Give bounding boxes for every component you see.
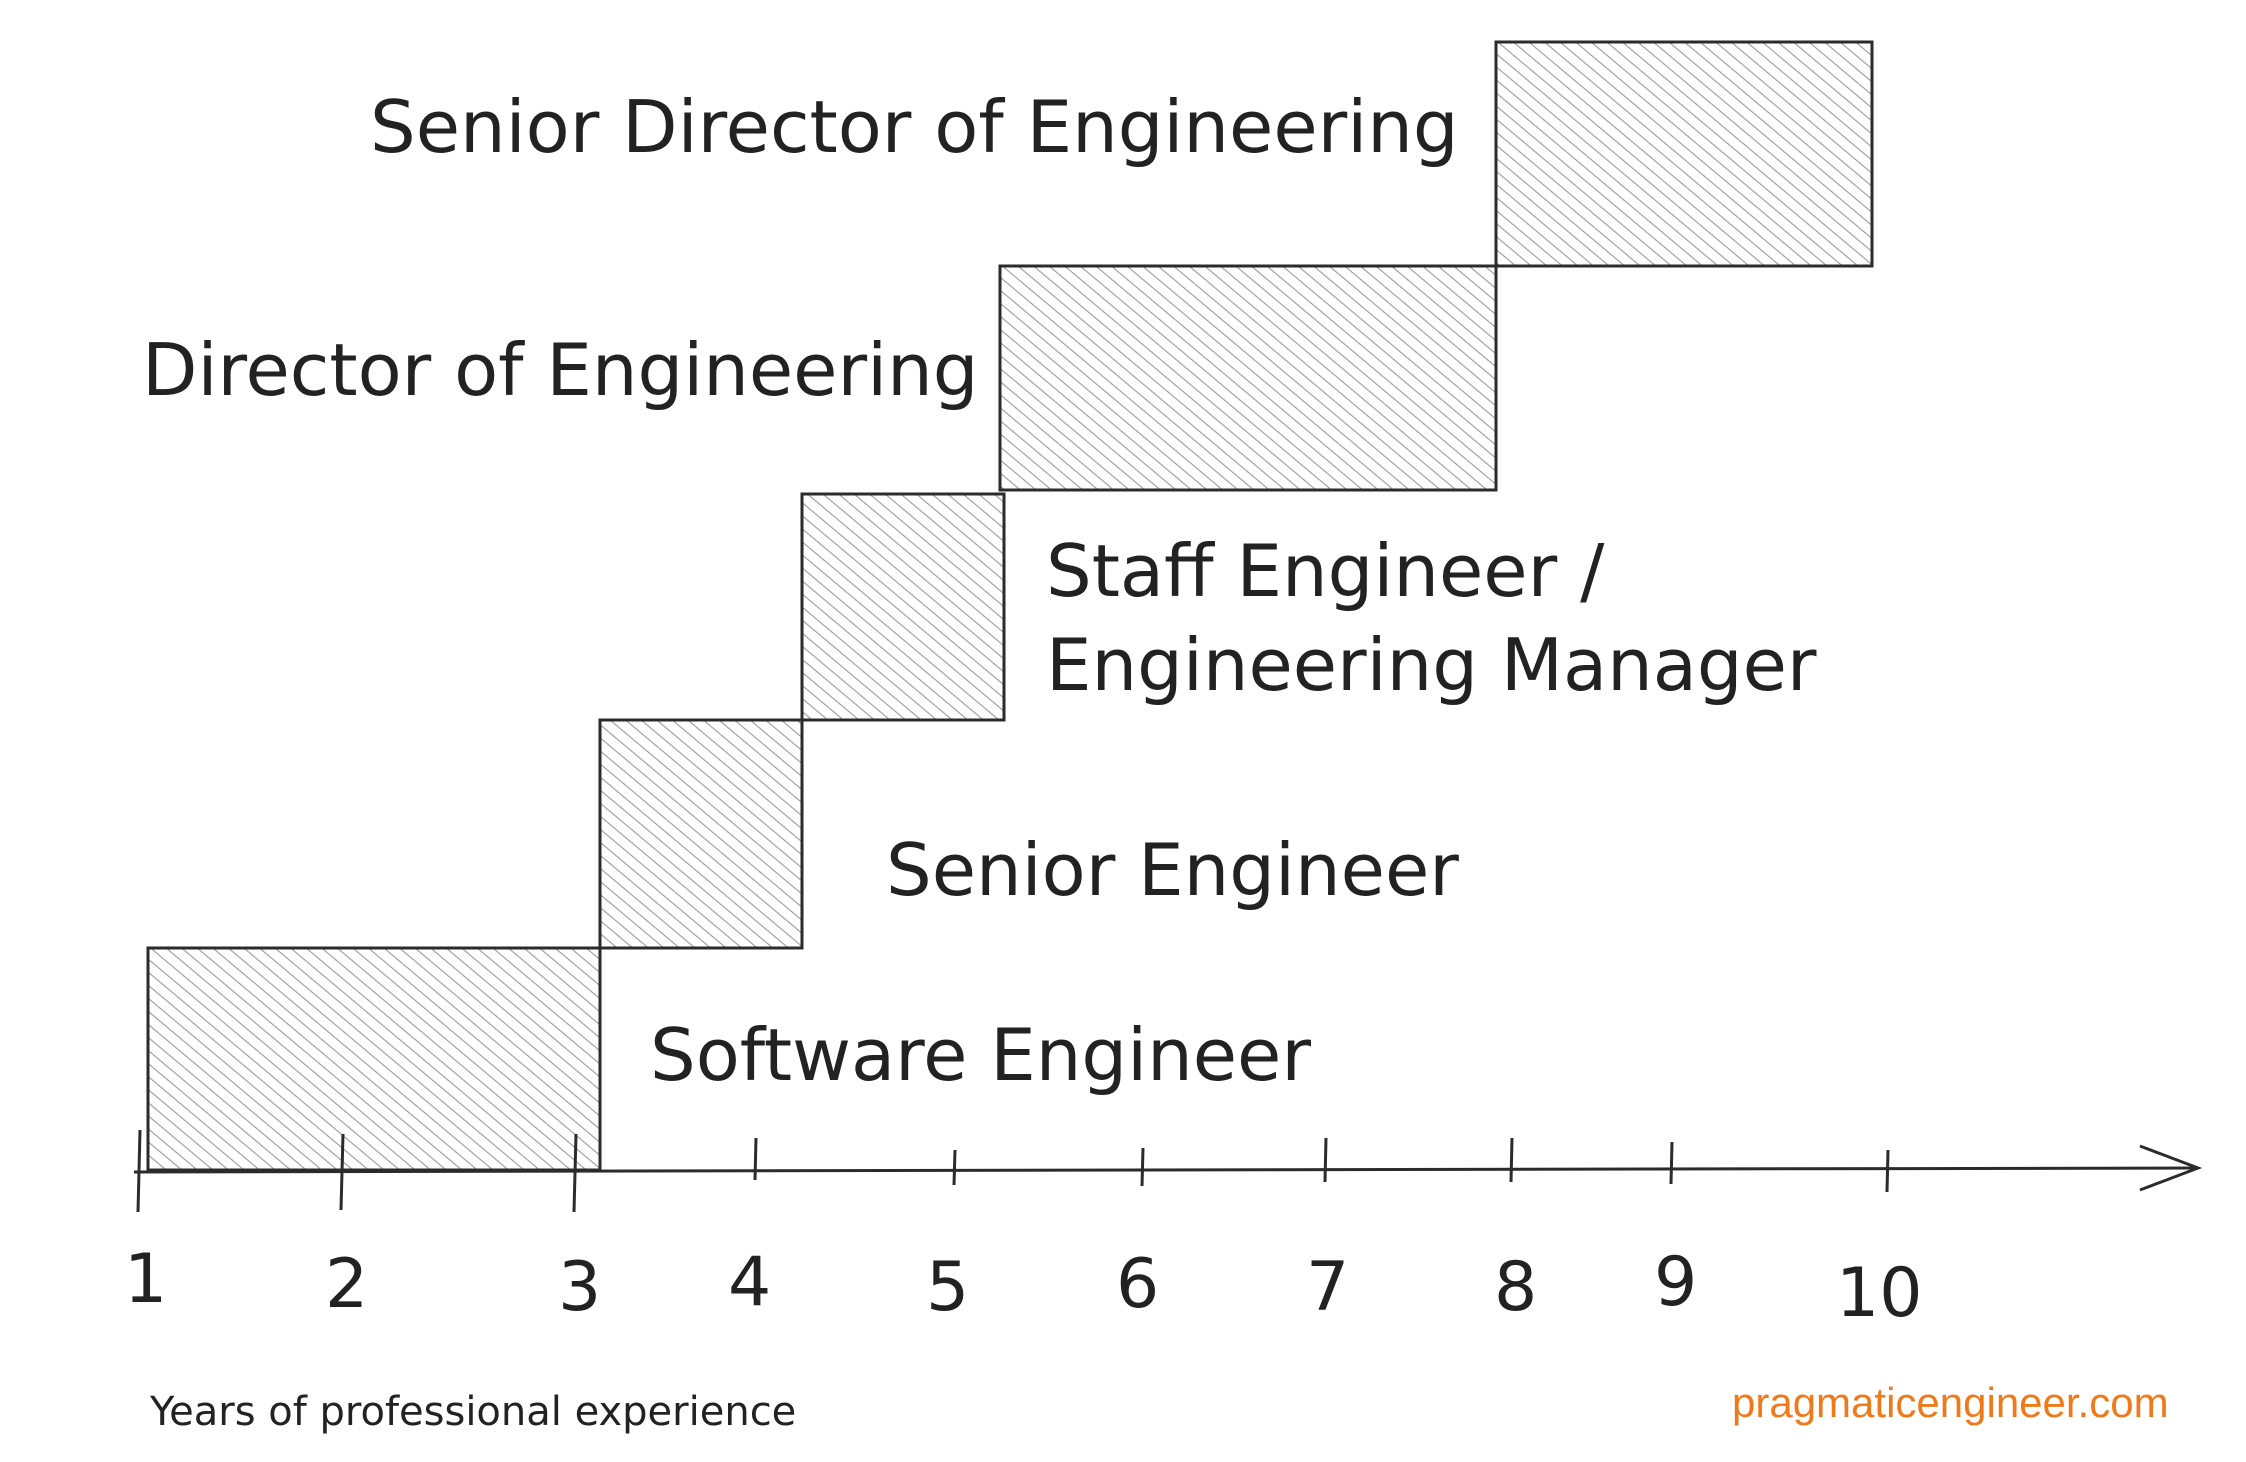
x-axis-line	[133, 1166, 2197, 1174]
senior-director-of-engineering-box	[1494, 40, 1874, 268]
tick-label-8: 8	[1494, 1248, 1537, 1327]
tick-label-9: 9	[1654, 1243, 1697, 1322]
tick-mark-2	[339, 1133, 345, 1211]
tick-label-1: 1	[124, 1240, 167, 1319]
tick-mark-1	[136, 1129, 142, 1213]
tick-mark-6	[1140, 1147, 1145, 1187]
director-of-engineering-box	[998, 264, 1498, 492]
senior-engineer-box	[598, 718, 804, 950]
tick-mark-4	[753, 1137, 758, 1181]
tick-mark-8	[1509, 1137, 1514, 1183]
staff-engineer-box	[800, 492, 1006, 722]
role-boxes	[146, 40, 1874, 1172]
tick-label-10: 10	[1836, 1254, 1923, 1333]
role-label-senior-engineer: Senior Engineer	[886, 828, 1459, 912]
role-label-senior-director-of-engineering: Senior Director of Engineering	[370, 85, 1459, 169]
tick-label-5: 5	[926, 1248, 969, 1327]
tick-mark-9	[1669, 1141, 1674, 1185]
tick-label-2: 2	[325, 1245, 368, 1324]
axis-title: Years of professional experience	[149, 1389, 796, 1435]
tick-label-4: 4	[728, 1243, 771, 1322]
tick-label-6: 6	[1116, 1245, 1159, 1324]
watermark-text: pragmaticengineer.com	[1732, 1379, 2169, 1426]
tick-mark-3	[572, 1133, 578, 1213]
software-engineer-box	[146, 946, 602, 1172]
tick-mark-5	[952, 1149, 957, 1186]
tick-label-3: 3	[558, 1248, 601, 1327]
x-axis	[133, 1129, 2203, 1213]
role-label-staff-engineer-line1: Staff Engineer /	[1046, 529, 1605, 613]
role-labels: Software Engineer Senior Engineer Staff …	[142, 85, 1817, 1097]
tick-mark-10	[1885, 1149, 1890, 1193]
role-label-software-engineer: Software Engineer	[650, 1013, 1311, 1097]
tick-mark-7	[1323, 1137, 1328, 1183]
x-axis-arrowhead	[2139, 1144, 2203, 1192]
role-label-director-of-engineering: Director of Engineering	[142, 328, 978, 412]
role-label-staff-engineer-line2: Engineering Manager	[1046, 623, 1817, 707]
tick-labels: 1 2 3 4 5 6 7 8 9 10	[124, 1240, 1923, 1333]
tick-label-7: 7	[1306, 1248, 1349, 1327]
